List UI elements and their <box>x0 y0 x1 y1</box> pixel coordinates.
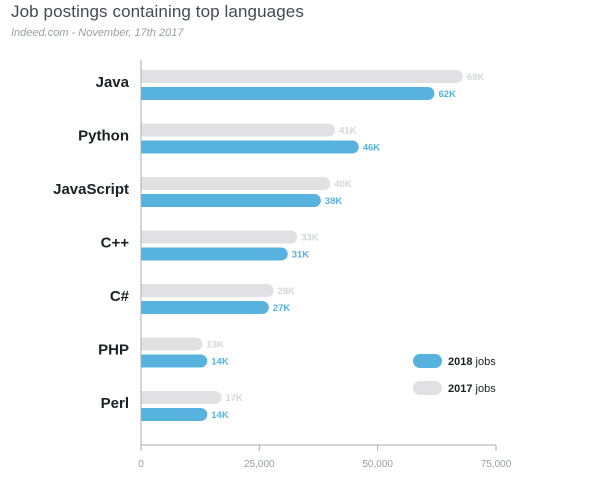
legend-label-2018: 2018 jobs <box>448 356 496 368</box>
x-tick-label: 25,000 <box>244 459 275 470</box>
value-label-2017-cplusplus: 33K <box>301 233 319 244</box>
category-label-csharp: C# <box>110 288 130 305</box>
category-label-perl: Perl <box>101 395 129 412</box>
x-tick-label: 0 <box>138 459 144 470</box>
value-label-2018-javascript: 38K <box>325 196 343 207</box>
bar-2018-python <box>141 140 359 154</box>
category-label-javascript: JavaScript <box>53 181 129 198</box>
bar-2017-java <box>141 70 463 83</box>
x-tick-label: 75,000 <box>481 459 512 470</box>
bar-2018-php <box>141 354 208 368</box>
bar-2018-perl <box>141 408 208 421</box>
value-label-2017-csharp: 28K <box>278 286 296 297</box>
value-label-2017-perl: 17K <box>225 393 243 404</box>
value-label-2018-csharp: 27K <box>273 303 291 314</box>
value-label-2018-cplusplus: 31K <box>292 250 310 261</box>
value-label-2018-python: 46K <box>363 143 381 154</box>
category-label-java: Java <box>96 74 130 91</box>
value-label-2018-php: 14K <box>211 357 229 368</box>
bar-2018-java <box>141 87 435 100</box>
bar-2018-cplusplus <box>141 247 288 261</box>
legend-swatch-2018 <box>413 354 442 368</box>
x-tick-label: 50,000 <box>362 459 393 470</box>
bar-2018-csharp <box>141 301 269 314</box>
chart-subtitle: Indeed.com - November, 17th 2017 <box>11 27 184 39</box>
legend-label-2017: 2017 jobs <box>448 383 496 395</box>
value-label-2018-java: 62K <box>438 89 456 100</box>
bar-2017-javascript <box>141 177 331 190</box>
value-label-2017-php: 13K <box>207 340 225 351</box>
value-label-2017-python: 41K <box>339 126 357 137</box>
bar-2017-csharp <box>141 284 274 297</box>
category-label-cplusplus: C++ <box>101 235 130 252</box>
bar-2017-cplusplus <box>141 230 298 244</box>
bar-2018-javascript <box>141 194 321 207</box>
bar-2017-python <box>141 123 336 137</box>
category-label-php: PHP <box>98 342 129 359</box>
legend-swatch-2017 <box>413 381 442 395</box>
category-label-python: Python <box>78 128 129 145</box>
bar-2017-php <box>141 337 203 351</box>
value-label-2017-java: 68K <box>467 72 485 83</box>
bar-2017-perl <box>141 391 222 404</box>
value-label-2018-perl: 14K <box>211 410 229 421</box>
value-label-2017-javascript: 40K <box>334 179 352 190</box>
chart-title: Job postings containing top languages <box>11 2 304 21</box>
